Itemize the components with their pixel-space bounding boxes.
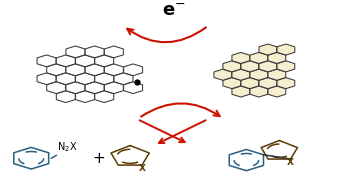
Text: X: X — [138, 164, 145, 173]
FancyArrowPatch shape — [139, 120, 185, 142]
Text: N$_2$X: N$_2$X — [57, 141, 77, 154]
Text: +: + — [93, 151, 105, 166]
FancyArrowPatch shape — [159, 120, 206, 143]
FancyArrowPatch shape — [141, 103, 220, 117]
FancyArrowPatch shape — [127, 27, 206, 42]
Text: X: X — [287, 158, 294, 167]
Text: e$^{-}$: e$^{-}$ — [162, 2, 185, 20]
